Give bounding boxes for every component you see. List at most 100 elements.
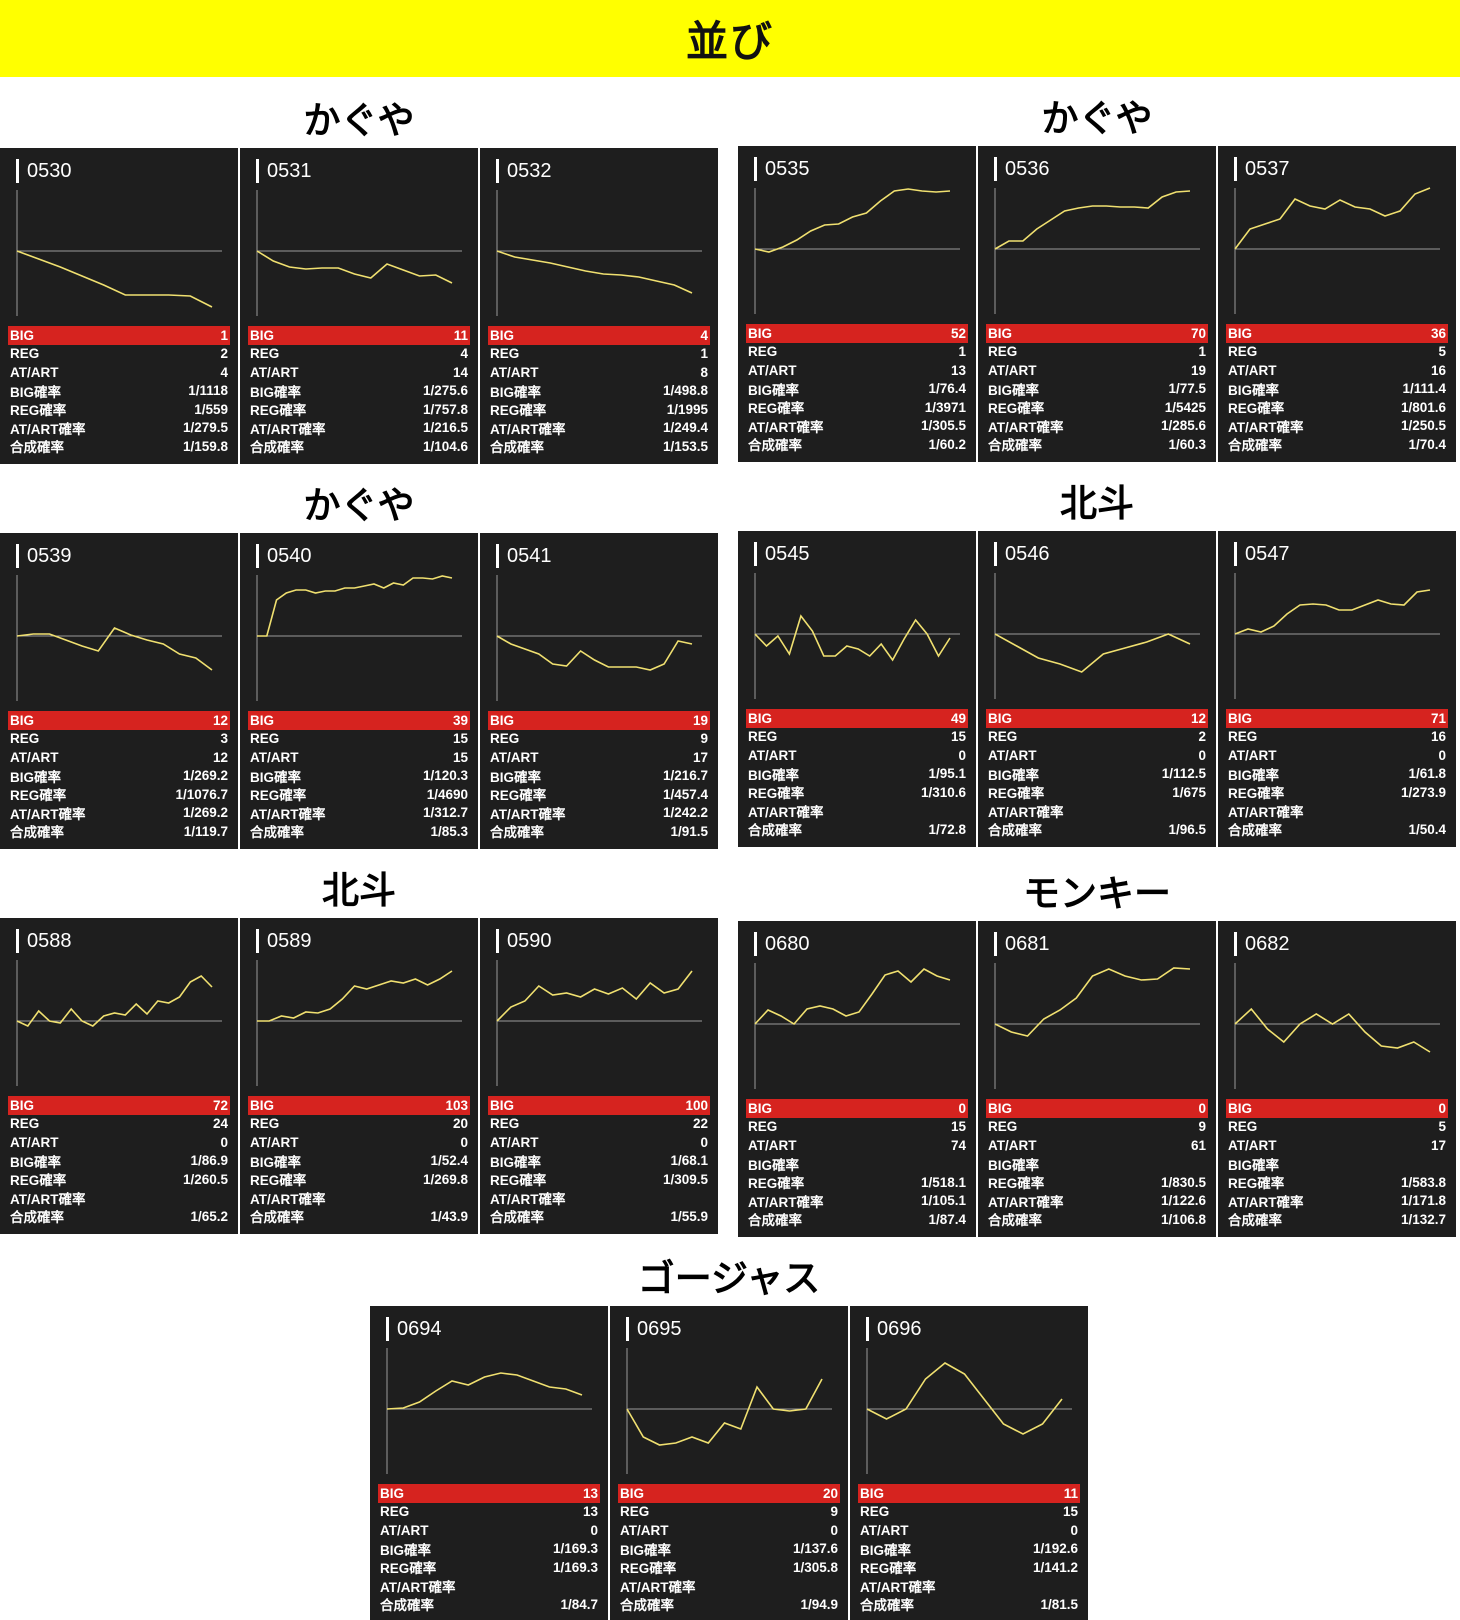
machine-card[interactable]: 0536 BIG 70 REG 1 AT/ART 19 BIG確率 1/77.5 REG確率 1/5…: [978, 146, 1216, 462]
stat-value: 1/120.3: [422, 768, 468, 784]
stat-label: REG確率: [490, 1173, 547, 1189]
stats-table: BIG 20 REG 9 AT/ART 0 BIG確率 1/137.6 REG確率 1/305.8…: [618, 1484, 840, 1614]
at-count-row: AT/ART 61: [986, 1136, 1208, 1155]
stat-value: 1/86.9: [190, 1153, 228, 1169]
reg-rate-row: REG確率 1/305.8: [618, 1558, 840, 1577]
stat-label: REG: [250, 346, 280, 362]
machine-card[interactable]: 0694 BIG 13 REG 13 AT/ART 0 BIG確率 1/169.3 REG確率 1/…: [370, 1306, 608, 1620]
machine-card[interactable]: 0696 BIG 11 REG 15 AT/ART 0 BIG確率 1/192.6 REG確率 1/…: [850, 1306, 1088, 1620]
stat-label: 合成確率: [988, 438, 1042, 454]
stats-table: BIG 70 REG 1 AT/ART 19 BIG確率 1/77.5 REG確率 1/5425 A…: [986, 324, 1208, 454]
reg-rate-row: REG確率 1/1076.7: [8, 785, 230, 804]
trend-line: [994, 967, 1191, 1037]
stat-label: BIG: [10, 712, 35, 728]
big-rate-row: BIG確率 1/52.4: [248, 1152, 470, 1171]
stat-value: 8: [700, 364, 708, 380]
big-rate-row: BIG確率 1/498.8: [488, 382, 710, 401]
trend-chart: [994, 573, 1200, 699]
machine-card[interactable]: 0540 BIG 39 REG 15 AT/ART 15 BIG確率 1/120.3 REG確率 1…: [240, 533, 478, 849]
stats-table: BIG 11 REG 4 AT/ART 14 BIG確率 1/275.6 REG確率 1/757.…: [248, 326, 470, 456]
stat-value: 1/171.8: [1400, 1193, 1446, 1209]
stat-label: BIG確率: [10, 384, 62, 400]
stat-value: 1/96.5: [1168, 821, 1206, 837]
machine-card[interactable]: 0682 BIG 0 REG 5 AT/ART 17 BIG確率 REG確率 1/583.8 AT/…: [1218, 921, 1456, 1237]
machine-card[interactable]: 0539 BIG 12 REG 3 AT/ART 12 BIG確率 1/269.2 REG確率 1/…: [0, 533, 238, 849]
stat-value: 1/43.9: [430, 1208, 468, 1224]
trend-line: [1234, 187, 1431, 250]
total-rate-row: 合成確率 1/153.5: [488, 437, 710, 456]
stat-label: REG確率: [620, 1561, 677, 1577]
stat-label: AT/ART確率: [1228, 1194, 1304, 1210]
machine-cards-row: 0680 BIG 0 REG 15 AT/ART 74 BIG確率 REG確率 1/518.1 AT…: [738, 921, 1456, 1237]
trend-chart: [256, 575, 462, 701]
stat-label: BIG: [490, 1097, 515, 1113]
stat-value: 4: [460, 346, 468, 362]
stat-value: 0: [1438, 747, 1446, 763]
stat-label: AT/ART: [10, 1134, 59, 1150]
stat-label: AT/ART: [250, 1134, 299, 1150]
trend-line: [256, 250, 453, 284]
big-count-row: BIG 1: [8, 326, 230, 345]
at-rate-row: AT/ART確率: [986, 802, 1208, 821]
machine-card[interactable]: 0545 BIG 49 REG 15 AT/ART 0 BIG確率 1/95.1 REG確率 1/3…: [738, 531, 976, 847]
stat-label: BIG確率: [250, 769, 302, 785]
big-count-row: BIG 19: [488, 711, 710, 730]
total-rate-row: 合成確率 1/65.2: [8, 1207, 230, 1226]
stat-label: AT/ART: [620, 1522, 669, 1538]
stat-value: 17: [1430, 1137, 1446, 1153]
stat-value: 1/55.9: [670, 1208, 708, 1224]
at-rate-row: AT/ART確率: [488, 1189, 710, 1208]
stat-label: REG: [988, 1119, 1018, 1135]
at-rate-row: AT/ART確率 1/312.7: [248, 804, 470, 823]
reg-rate-row: REG確率 1/583.8: [1226, 1173, 1448, 1192]
machine-card[interactable]: 0695 BIG 20 REG 9 AT/ART 0 BIG確率 1/137.6 REG確率 1/3…: [610, 1306, 848, 1620]
stat-label: REG確率: [250, 788, 307, 804]
total-rate-row: 合成確率 1/104.6: [248, 437, 470, 456]
machine-card[interactable]: 0590 BIG 100 REG 22 AT/ART 0 BIG確率 1/68.1 REG確率 1/…: [480, 918, 718, 1234]
stat-label: BIG確率: [988, 1157, 1040, 1173]
stat-value: 1/122.6: [1160, 1193, 1206, 1209]
stat-label: BIG: [620, 1485, 645, 1501]
machine-card[interactable]: 0530 BIG 1 REG 2 AT/ART 4 BIG確率 1/1118 REG確率 1/559…: [0, 148, 238, 464]
machine-card[interactable]: 0680 BIG 0 REG 15 AT/ART 74 BIG確率 REG確率 1/518.1 AT…: [738, 921, 976, 1237]
stat-value: 72: [212, 1097, 228, 1113]
machine-number: 0536: [994, 157, 1050, 181]
at-rate-row: AT/ART確率 1/279.5: [8, 419, 230, 438]
stat-label: BIG: [380, 1485, 405, 1501]
stat-label: BIG: [748, 325, 773, 341]
at-rate-row: AT/ART確率: [746, 802, 968, 821]
stat-value: 1/275.6: [422, 383, 468, 399]
machine-cards-row: 0539 BIG 12 REG 3 AT/ART 12 BIG確率 1/269.2 REG確率 1/…: [0, 533, 718, 849]
machine-card[interactable]: 0541 BIG 19 REG 9 AT/ART 17 BIG確率 1/216.7 REG確率 1/…: [480, 533, 718, 849]
stat-label: BIG: [250, 1097, 275, 1113]
machine-card[interactable]: 0547 BIG 71 REG 16 AT/ART 0 BIG確率 1/61.8 REG確率 1/2…: [1218, 531, 1456, 847]
at-rate-row: AT/ART確率: [858, 1577, 1080, 1596]
stat-label: AT/ART: [748, 747, 797, 763]
reg-count-row: REG 22: [488, 1115, 710, 1134]
machine-card[interactable]: 0537 BIG 36 REG 5 AT/ART 16 BIG確率 1/111.4 REG確率 1/…: [1218, 146, 1456, 462]
machine-card[interactable]: 0532 BIG 4 REG 1 AT/ART 8 BIG確率 1/498.8 REG確率 1/19…: [480, 148, 718, 464]
at-count-row: AT/ART 0: [488, 1133, 710, 1152]
stat-label: AT/ART確率: [988, 1194, 1064, 1210]
machine-card[interactable]: 0531 BIG 11 REG 4 AT/ART 14 BIG確率 1/275.6 REG確率 1/…: [240, 148, 478, 464]
machine-card[interactable]: 0535 BIG 52 REG 1 AT/ART 13 BIG確率 1/76.4 REG確率 1/3…: [738, 146, 976, 462]
stat-value: 1/169.3: [552, 1541, 598, 1557]
stat-value: 1/4690: [426, 786, 468, 802]
machine-card[interactable]: 0681 BIG 0 REG 9 AT/ART 61 BIG確率 REG確率 1/830.5 AT/…: [978, 921, 1216, 1237]
machine-cards-row: 0588 BIG 72 REG 24 AT/ART 0 BIG確率 1/86.9 REG確率 1/2…: [0, 918, 718, 1234]
stat-label: BIG: [490, 712, 515, 728]
stat-label: AT/ART確率: [1228, 804, 1304, 820]
at-rate-row: AT/ART確率 1/216.5: [248, 419, 470, 438]
machine-card[interactable]: 0546 BIG 12 REG 2 AT/ART 0 BIG確率 1/112.5 REG確率 1/6…: [978, 531, 1216, 847]
machine-card[interactable]: 0589 BIG 103 REG 20 AT/ART 0 BIG確率 1/52.4 REG確率 1/…: [240, 918, 478, 1234]
stat-label: REG確率: [1228, 1176, 1285, 1192]
stat-value: 1/216.5: [422, 420, 468, 436]
machine-number: 0695: [626, 1317, 682, 1341]
machine-group: 北斗 0545 BIG 49 REG 15 AT/ART 0 BIG確率 1/95.1 REG確率 1…: [738, 473, 1456, 847]
machine-card[interactable]: 0588 BIG 72 REG 24 AT/ART 0 BIG確率 1/86.9 REG確率 1/2…: [0, 918, 238, 1234]
stat-label: BIG: [988, 1100, 1013, 1116]
at-rate-row: AT/ART確率: [618, 1577, 840, 1596]
stat-label: AT/ART確率: [748, 804, 824, 820]
stat-label: BIG確率: [250, 1154, 302, 1170]
stat-value: 1/141.2: [1032, 1559, 1078, 1575]
